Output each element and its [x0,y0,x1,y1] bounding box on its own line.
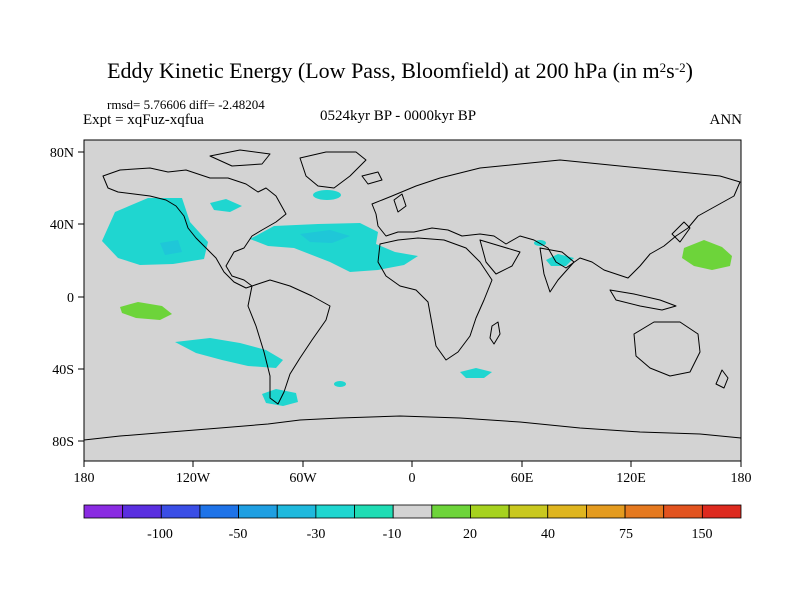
x-tick-0: 0 [409,471,416,486]
colorbar-swatch-2 [160,504,201,519]
title-sup2: -2 [674,60,686,75]
coast-japan [671,221,691,243]
axis-ticks [78,151,742,467]
colorbar-swatch-11 [508,504,549,519]
x-tick-120w: 120W [176,471,211,486]
anomaly-north-atlantic-core [300,230,350,243]
coast-iceland [361,171,383,185]
colorbar-swatch-15 [663,504,703,519]
coast-arctic-islands [209,149,271,167]
title-sup1: 2 [659,60,667,75]
anomaly-east-pacific-tropical [120,302,172,320]
coast-uk [393,193,407,213]
experiment-label: Expt = xqFuz-xqfua [83,112,204,128]
coast-india [539,247,575,293]
colorbar-swatch-6 [315,504,355,519]
title-end: ) [685,58,693,83]
season-label: ANN [709,112,743,128]
colorbar-swatch-9 [431,504,471,519]
period-label: 0524kyr BP - 0000kyr BP [320,108,477,124]
colorbar-swatch-13 [586,504,626,519]
title-mid: s [666,58,675,83]
anomaly-layer [102,190,732,406]
x-tick-120e: 120E [616,471,646,486]
colorbar-swatch-4 [238,504,278,519]
coast-australia [633,321,701,377]
y-tick-0: 0 [67,291,74,306]
anomaly-south-pacific-east [175,338,283,368]
x-tick-labels: 180 120W 60W 0 60E 120E 180 [74,471,752,486]
y-tick-labels: 80N 40N 0 40S 80S [50,146,74,450]
colorbar-label-1: -50 [229,527,248,542]
anomaly-south-indian-ocean [460,368,492,378]
x-tick-60e: 60E [511,471,534,486]
coast-arabia [479,239,521,275]
colorbar-swatch-8 [392,504,433,519]
title-main: Eddy Kinetic Energy (Low Pass, Bloomfiel… [107,58,660,83]
colorbar-swatch-1 [122,504,162,519]
coast-north-america [102,167,287,289]
anomaly-northwest-pacific [682,240,732,270]
coast-new-zealand [715,369,729,389]
colorbar-swatch-5 [276,504,317,519]
anomaly-north-atlantic [250,223,418,272]
colorbar-label-0: -100 [147,527,173,542]
colorbar-swatch-16 [701,504,742,519]
colorbar-swatch-3 [199,504,239,519]
coast-south-america [247,279,331,405]
colorbar-swatch-7 [354,504,394,519]
anomaly-north-atlantic-small [313,190,341,200]
colorbar-swatch-14 [624,504,665,519]
coast-madagascar [489,321,501,345]
map-background [83,139,742,462]
x-tick-60w: 60W [289,471,317,486]
y-tick-40s: 40S [52,363,74,378]
colorbar-label-3: -10 [383,527,402,542]
x-tick-180e: 180 [731,471,752,486]
y-tick-80n: 80N [50,146,74,161]
colorbar-labels: -100 -50 -30 -10 20 40 75 150 [147,527,712,542]
colorbar-swatch-10 [470,504,510,519]
y-tick-80s: 80S [52,435,74,450]
coast-greenland [299,151,367,189]
colorbar-swatch-0 [83,504,124,519]
anomaly-north-pacific-core [160,240,182,255]
colorbar-swatch-12 [547,504,587,519]
colorbar-label-6: 75 [619,527,633,542]
coastlines [83,149,742,441]
colorbar-label-5: 40 [541,527,555,542]
y-tick-40n: 40N [50,218,74,233]
colorbar-label-4: 20 [463,527,477,542]
anomaly-south-america-south [262,389,298,406]
stats-text: rmsd= 5.76606 diff= -2.48204 [107,97,265,112]
coast-africa [377,237,493,361]
anomaly-north-pacific-east [102,198,208,265]
plot-title: Eddy Kinetic Energy (Low Pass, Bloomfiel… [0,58,800,84]
anomaly-north-pacific-east-2 [210,199,242,212]
coast-maritime-asia [609,289,677,311]
coast-eurasia [371,159,741,279]
colorbar-label-2: -30 [307,527,326,542]
x-tick-180w: 180 [74,471,95,486]
anomaly-south-atlantic-small [334,381,346,387]
coast-antarctica [83,415,742,441]
colorbar [83,504,742,519]
colorbar-label-7: 150 [692,527,713,542]
